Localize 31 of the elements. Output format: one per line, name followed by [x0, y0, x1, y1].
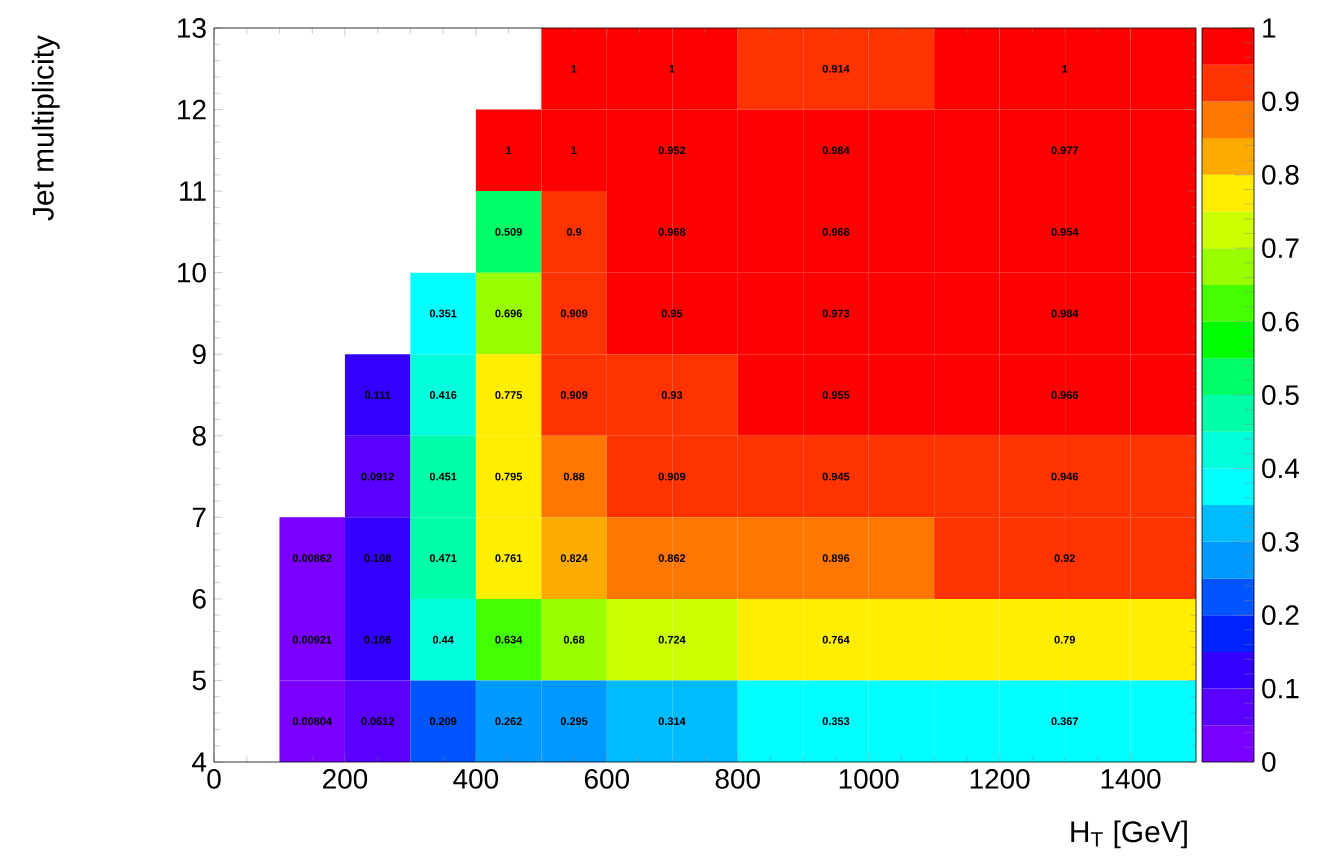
color-bar-label: 0.4	[1262, 458, 1300, 479]
color-bar-label: 0.5	[1262, 385, 1299, 405]
color-bar-label: 0.1	[1262, 678, 1299, 699]
color-bar-label: 0.8	[1262, 164, 1299, 185]
y-tick-label: 11	[180, 181, 206, 201]
color-bar-label: 0.7	[1262, 238, 1299, 259]
color-bar-label: 0.3	[1262, 531, 1299, 552]
x-tick-label: 0	[207, 769, 221, 789]
y-tick-label: 12	[178, 99, 206, 120]
y-tick-label: 7	[192, 507, 206, 527]
x-tick-label: 400	[453, 769, 499, 789]
color-bar-label: 0	[1262, 752, 1276, 772]
color-bar-label: 0.6	[1262, 311, 1299, 332]
color-bar-label: 1	[1263, 18, 1276, 38]
x-axis-title: H$_{T}$ [GeV]	[1071, 820, 1187, 849]
x-tick-label: 1400	[1101, 769, 1161, 789]
y-tick-label: 5	[192, 670, 206, 691]
y-tick-label: 8	[192, 425, 206, 446]
y-tick-label: 9	[192, 344, 206, 365]
y-tick-label: 6	[192, 588, 206, 609]
x-tick-label: 1200	[970, 769, 1030, 789]
x-tick-label: 800	[715, 769, 760, 789]
x-tick-label: 1000	[839, 769, 899, 789]
y-axis-title: Jet multiplicity	[31, 35, 60, 221]
x-tick-label: 200	[323, 769, 368, 789]
y-tick-label: 10	[178, 262, 206, 283]
color-bar-label: 0.9	[1262, 91, 1299, 112]
y-tick-label: 4	[192, 752, 207, 772]
x-tick-label: 600	[584, 769, 629, 789]
y-tick-label: 13	[178, 18, 206, 38]
color-bar-label: 0.2	[1262, 605, 1299, 626]
